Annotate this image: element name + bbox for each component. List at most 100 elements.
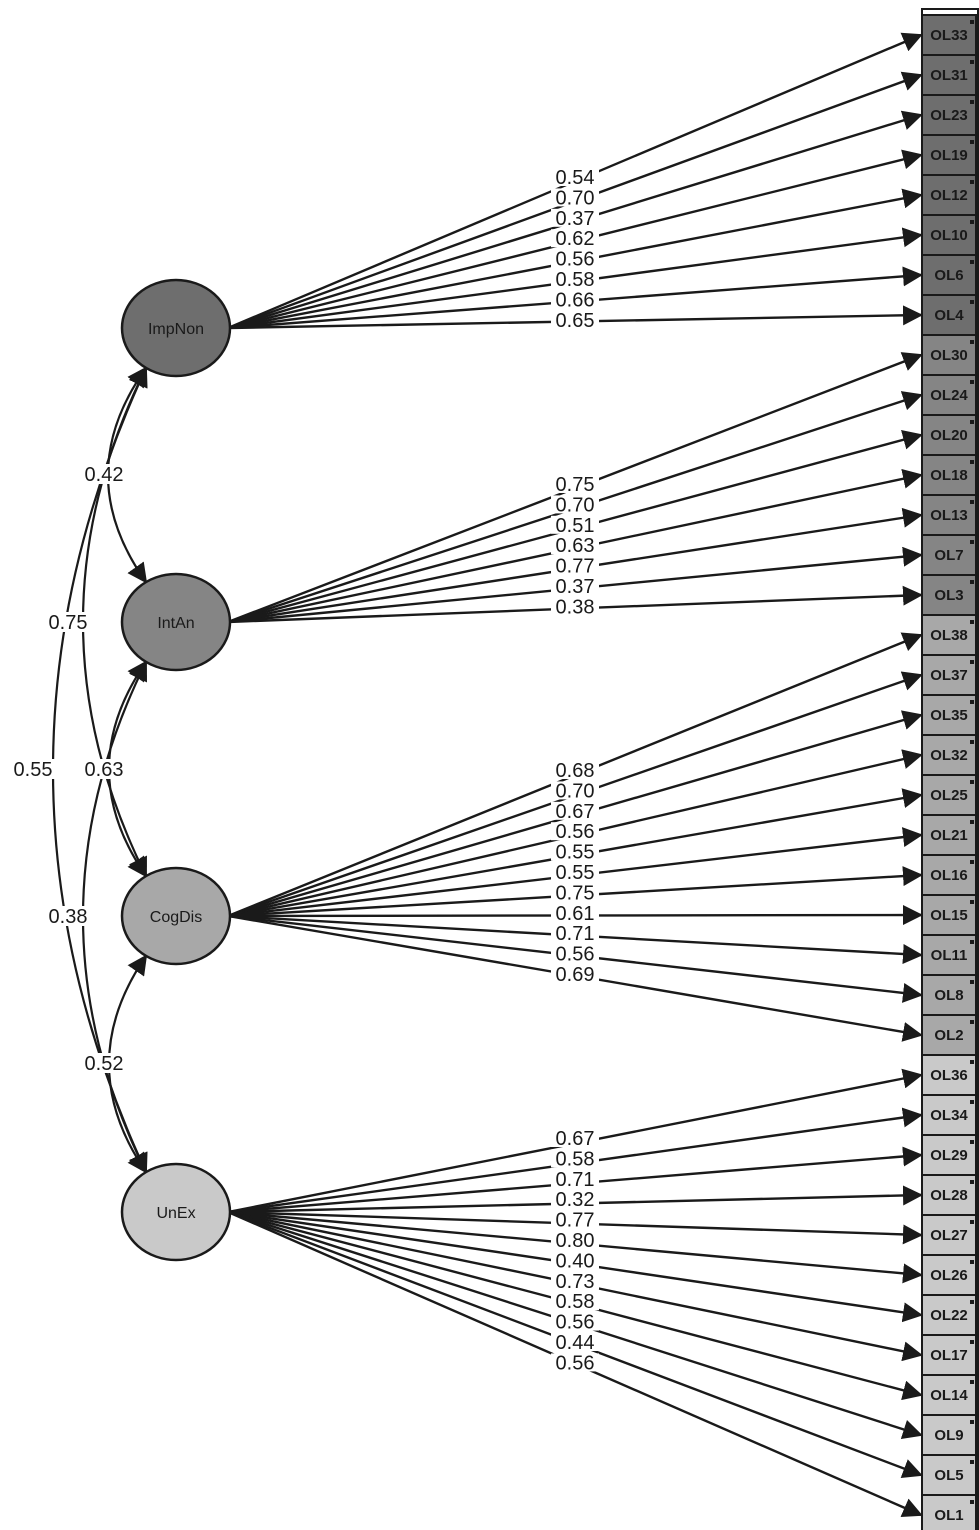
svg-text:0.42: 0.42 <box>85 464 124 486</box>
factor-label: UnEx <box>156 1205 195 1222</box>
loading-value: 0.51 <box>551 515 599 537</box>
loading-value: 0.55 <box>551 842 599 864</box>
svg-text:0.67: 0.67 <box>556 801 595 823</box>
loading-value: 0.54 <box>551 167 599 189</box>
loading-value: 0.77 <box>551 1210 599 1232</box>
indicator-label: OL20 <box>930 427 968 444</box>
loading-value: 0.73 <box>551 1271 599 1293</box>
loading-value: 0.58 <box>551 269 599 291</box>
loading-value: 0.56 <box>551 1312 599 1334</box>
indicator-box: OL15 <box>921 894 977 936</box>
svg-text:0.69: 0.69 <box>556 964 595 986</box>
svg-text:0.80: 0.80 <box>556 1230 595 1252</box>
indicator-box: OL11 <box>921 934 977 976</box>
svg-text:0.55: 0.55 <box>556 842 595 864</box>
indicator-label: OL21 <box>930 827 968 844</box>
svg-text:0.68: 0.68 <box>556 760 595 782</box>
svg-text:0.58: 0.58 <box>556 1148 595 1170</box>
factor-nodes: ImpNon IntAn CogDis UnEx <box>120 278 232 1262</box>
indicator-box: OL31 <box>921 54 977 96</box>
svg-text:0.44: 0.44 <box>556 1332 595 1354</box>
indicator-box: OL25 <box>921 774 977 816</box>
indicator-box: OL22 <box>921 1294 977 1336</box>
indicator-label: OL22 <box>930 1307 968 1324</box>
indicator-box: OL8 <box>921 974 977 1016</box>
correlation-value: 0.55 <box>9 759 57 781</box>
loading-value: 0.67 <box>551 801 599 823</box>
correlation-value: 0.42 <box>80 464 128 486</box>
svg-text:0.37: 0.37 <box>556 576 595 598</box>
correlation-value: 0.63 <box>80 759 128 781</box>
indicator-box: OL17 <box>921 1334 977 1376</box>
svg-text:0.77: 0.77 <box>556 1210 595 1232</box>
svg-text:0.73: 0.73 <box>556 1271 595 1293</box>
indicator-label: OL2 <box>934 1027 963 1044</box>
indicator-box: OL9 <box>921 1414 977 1456</box>
indicator-label: OL34 <box>930 1107 968 1124</box>
loading-value: 0.66 <box>551 289 599 311</box>
indicator-box: OL32 <box>921 734 977 776</box>
loading-value: 0.37 <box>551 208 599 230</box>
svg-text:0.70: 0.70 <box>556 494 595 516</box>
indicator-label: OL24 <box>930 387 968 404</box>
indicator-box: OL36 <box>921 1054 977 1096</box>
svg-text:0.37: 0.37 <box>556 208 595 230</box>
indicator-label: OL12 <box>930 187 968 204</box>
svg-text:0.70: 0.70 <box>556 780 595 802</box>
indicator-label: OL23 <box>930 107 968 124</box>
indicator-label: OL17 <box>930 1347 968 1364</box>
svg-text:0.63: 0.63 <box>556 535 595 557</box>
svg-text:0.52: 0.52 <box>85 1053 124 1075</box>
loading-value: 0.56 <box>551 821 599 843</box>
indicator-box: OL34 <box>921 1094 977 1136</box>
correlation-value: 0.52 <box>80 1053 128 1075</box>
indicator-box: OL19 <box>921 134 977 176</box>
loading-value: 0.71 <box>551 1169 599 1191</box>
svg-text:0.54: 0.54 <box>556 167 595 189</box>
svg-text:0.75: 0.75 <box>556 882 595 904</box>
loading-value: 0.71 <box>551 923 599 945</box>
svg-text:0.67: 0.67 <box>556 1128 595 1150</box>
svg-text:0.40: 0.40 <box>556 1250 595 1272</box>
indicator-label: OL27 <box>930 1227 968 1244</box>
indicator-box: OL1 <box>921 1494 977 1530</box>
indicator-label: OL30 <box>930 347 968 364</box>
indicator-label: OL8 <box>934 987 963 1004</box>
loading-labels: 0.540.700.370.620.560.580.660.650.750.70… <box>551 167 599 1374</box>
loading-value: 0.55 <box>551 862 599 884</box>
factor-label: CogDis <box>150 909 202 926</box>
loading-value: 0.56 <box>551 249 599 271</box>
indicator-label: OL7 <box>934 547 963 564</box>
svg-text:0.56: 0.56 <box>556 249 595 271</box>
indicator-label: OL14 <box>930 1387 968 1404</box>
factor-node: UnEx <box>120 1162 232 1262</box>
svg-text:0.56: 0.56 <box>556 821 595 843</box>
indicator-label: OL16 <box>930 867 968 884</box>
indicator-label: OL18 <box>930 467 968 484</box>
indicator-label: OL31 <box>930 67 968 84</box>
indicator-box: OL2 <box>921 1014 977 1056</box>
indicator-column: OL33 OL31 OL23 OL19 OL12 OL10 OL6 OL4 OL30 OL24 OL… <box>921 8 979 1530</box>
indicator-box: OL23 <box>921 94 977 136</box>
indicator-box: OL33 <box>921 14 977 56</box>
indicator-box: OL12 <box>921 174 977 216</box>
indicator-label: OL1 <box>934 1507 963 1524</box>
loading-value: 0.67 <box>551 1128 599 1150</box>
correlation-value: 0.38 <box>44 906 92 928</box>
indicator-box: OL28 <box>921 1174 977 1216</box>
indicator-label: OL5 <box>934 1467 963 1484</box>
svg-text:0.62: 0.62 <box>556 228 595 250</box>
loading-value: 0.58 <box>551 1291 599 1313</box>
svg-text:0.65: 0.65 <box>556 310 595 332</box>
indicator-box: OL16 <box>921 854 977 896</box>
indicator-label: OL19 <box>930 147 968 164</box>
svg-text:0.56: 0.56 <box>556 1352 595 1374</box>
loading-value: 0.68 <box>551 760 599 782</box>
indicator-box: OL24 <box>921 374 977 416</box>
loading-value: 0.69 <box>551 964 599 986</box>
loading-value: 0.80 <box>551 1230 599 1252</box>
indicator-box: OL7 <box>921 534 977 576</box>
svg-text:0.38: 0.38 <box>556 596 595 618</box>
indicator-box: OL20 <box>921 414 977 456</box>
svg-text:0.71: 0.71 <box>556 923 595 945</box>
